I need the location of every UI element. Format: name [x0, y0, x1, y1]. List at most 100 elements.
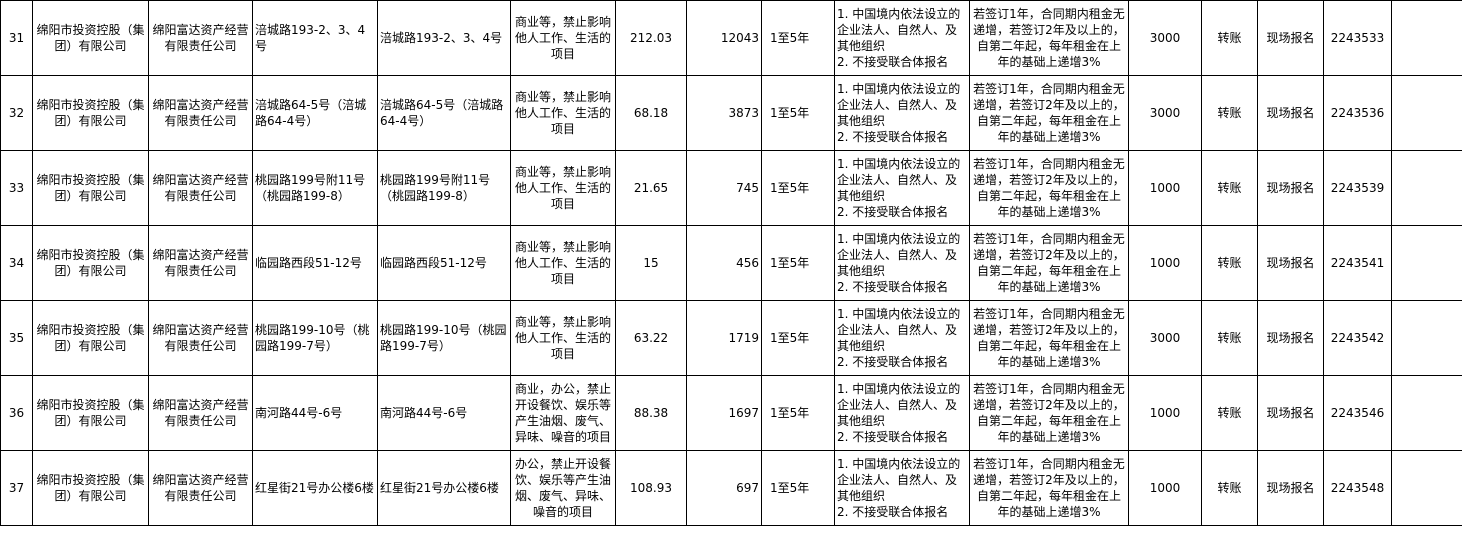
- operator-cell: 绵阳富达资产经营有限责任公司: [148, 300, 253, 376]
- address-cell: 涪城路64-5号（涪城路64-4号）: [252, 75, 378, 151]
- table-row: 36 绵阳市投资控股（集团）有限公司 绵阳富达资产经营有限责任公司 南河路44号-6号…: [0, 375, 1462, 451]
- area-cell: 15: [615, 225, 687, 301]
- location-cell: 涪城路64-5号（涪城路64-4号）: [377, 75, 511, 151]
- usage-cell: 商业等，禁止影响他人工作、生活的项目: [510, 300, 616, 376]
- deposit-cell: 1000: [1128, 225, 1202, 301]
- deposit-cell: 3000: [1128, 75, 1202, 151]
- operator-cell: 绵阳富达资产经营有限责任公司: [148, 450, 253, 526]
- area-cell: 63.22: [615, 300, 687, 376]
- operator-cell: 绵阳富达资产经营有限责任公司: [148, 0, 253, 76]
- signup-method-cell: 现场报名: [1257, 225, 1324, 301]
- address-cell: 涪城路193-2、3、4号: [252, 0, 378, 76]
- location-cell: 桃园路199号附11号（桃园路199-8）: [377, 150, 511, 226]
- area-cell: 88.38: [615, 375, 687, 451]
- owner-cell: 绵阳市投资控股（集团）有限公司: [32, 375, 149, 451]
- term-cell: 1至5年: [761, 0, 835, 76]
- note-cell: [1391, 375, 1462, 451]
- rent-increase-cell: 若签订1年，合同期内租金无递增，若签订2年及以上的，自第二年起，每年租金在上年的…: [969, 75, 1129, 151]
- note-cell: [1391, 150, 1462, 226]
- location-cell: 红星街21号办公楼6楼: [377, 450, 511, 526]
- note-cell: [1391, 450, 1462, 526]
- term-cell: 1至5年: [761, 300, 835, 376]
- requirement-line: 1. 中国境内依法设立的企业法人、自然人、及其他组织: [837, 82, 961, 128]
- operator-cell: 绵阳富达资产经营有限责任公司: [148, 150, 253, 226]
- location-cell: 桃园路199-10号（桃园路199-7号）: [377, 300, 511, 376]
- usage-cell: 商业等，禁止影响他人工作、生活的项目: [510, 75, 616, 151]
- row-number: 33: [0, 150, 33, 226]
- rent-cell: 697: [686, 450, 762, 526]
- payment-method-cell: 转账: [1201, 75, 1258, 151]
- project-code-cell: 2243548: [1323, 450, 1392, 526]
- usage-cell: 商业，办公，禁止开设餐饮、娱乐等产生油烟、废气、异味、噪音的项目: [510, 375, 616, 451]
- requirements-cell: 1. 中国境内依法设立的企业法人、自然人、及其他组织 2. 不接受联合体报名: [834, 225, 970, 301]
- payment-method-cell: 转账: [1201, 150, 1258, 226]
- requirement-line: 2. 不接受联合体报名: [837, 505, 949, 519]
- payment-method-cell: 转账: [1201, 300, 1258, 376]
- project-code-cell: 2243542: [1323, 300, 1392, 376]
- requirement-line: 2. 不接受联合体报名: [837, 355, 949, 369]
- requirements-cell: 1. 中国境内依法设立的企业法人、自然人、及其他组织 2. 不接受联合体报名: [834, 0, 970, 76]
- rent-cell: 12043: [686, 0, 762, 76]
- requirement-line: 2. 不接受联合体报名: [837, 130, 949, 144]
- row-number: 35: [0, 300, 33, 376]
- payment-method-cell: 转账: [1201, 225, 1258, 301]
- term-cell: 1至5年: [761, 450, 835, 526]
- operator-cell: 绵阳富达资产经营有限责任公司: [148, 375, 253, 451]
- area-cell: 212.03: [615, 0, 687, 76]
- rent-cell: 1719: [686, 300, 762, 376]
- requirements-cell: 1. 中国境内依法设立的企业法人、自然人、及其他组织 2. 不接受联合体报名: [834, 75, 970, 151]
- project-code-cell: 2243536: [1323, 75, 1392, 151]
- requirement-line: 1. 中国境内依法设立的企业法人、自然人、及其他组织: [837, 7, 961, 53]
- requirements-cell: 1. 中国境内依法设立的企业法人、自然人、及其他组织 2. 不接受联合体报名: [834, 375, 970, 451]
- rent-cell: 745: [686, 150, 762, 226]
- term-cell: 1至5年: [761, 150, 835, 226]
- term-cell: 1至5年: [761, 375, 835, 451]
- payment-method-cell: 转账: [1201, 375, 1258, 451]
- usage-cell: 办公，禁止开设餐饮、娱乐等产生油烟、废气、异味、噪音的项目: [510, 450, 616, 526]
- requirements-cell: 1. 中国境内依法设立的企业法人、自然人、及其他组织 2. 不接受联合体报名: [834, 150, 970, 226]
- deposit-cell: 1000: [1128, 150, 1202, 226]
- usage-cell: 商业等，禁止影响他人工作、生活的项目: [510, 150, 616, 226]
- project-code-cell: 2243546: [1323, 375, 1392, 451]
- table-row: 32 绵阳市投资控股（集团）有限公司 绵阳富达资产经营有限责任公司 涪城路64-5号（…: [0, 75, 1462, 151]
- note-cell: [1391, 75, 1462, 151]
- usage-cell: 商业等，禁止影响他人工作、生活的项目: [510, 225, 616, 301]
- area-cell: 108.93: [615, 450, 687, 526]
- signup-method-cell: 现场报名: [1257, 375, 1324, 451]
- requirement-line: 2. 不接受联合体报名: [837, 430, 949, 444]
- area-cell: 68.18: [615, 75, 687, 151]
- row-number: 32: [0, 75, 33, 151]
- signup-method-cell: 现场报名: [1257, 150, 1324, 226]
- table-row: 33 绵阳市投资控股（集团）有限公司 绵阳富达资产经营有限责任公司 桃园路199号附1…: [0, 150, 1462, 226]
- row-number: 31: [0, 0, 33, 76]
- signup-method-cell: 现场报名: [1257, 0, 1324, 76]
- requirement-line: 2. 不接受联合体报名: [837, 280, 949, 294]
- operator-cell: 绵阳富达资产经营有限责任公司: [148, 225, 253, 301]
- requirement-line: 1. 中国境内依法设立的企业法人、自然人、及其他组织: [837, 382, 961, 428]
- payment-method-cell: 转账: [1201, 450, 1258, 526]
- project-code-cell: 2243533: [1323, 0, 1392, 76]
- address-cell: 桃园路199-10号（桃园路199-7号）: [252, 300, 378, 376]
- deposit-cell: 1000: [1128, 375, 1202, 451]
- address-cell: 临园路西段51-12号: [252, 225, 378, 301]
- payment-method-cell: 转账: [1201, 0, 1258, 76]
- owner-cell: 绵阳市投资控股（集团）有限公司: [32, 450, 149, 526]
- signup-method-cell: 现场报名: [1257, 75, 1324, 151]
- term-cell: 1至5年: [761, 225, 835, 301]
- row-number: 37: [0, 450, 33, 526]
- owner-cell: 绵阳市投资控股（集团）有限公司: [32, 225, 149, 301]
- requirement-line: 2. 不接受联合体报名: [837, 205, 949, 219]
- table-row: 31 绵阳市投资控股（集团）有限公司 绵阳富达资产经营有限责任公司 涪城路193-2、…: [0, 0, 1462, 76]
- rent-increase-cell: 若签订1年，合同期内租金无递增，若签订2年及以上的，自第二年起，每年租金在上年的…: [969, 225, 1129, 301]
- signup-method-cell: 现场报名: [1257, 450, 1324, 526]
- location-cell: 涪城路193-2、3、4号: [377, 0, 511, 76]
- rent-increase-cell: 若签订1年，合同期内租金无递增，若签订2年及以上的，自第二年起，每年租金在上年的…: [969, 375, 1129, 451]
- address-cell: 南河路44号-6号: [252, 375, 378, 451]
- note-cell: [1391, 225, 1462, 301]
- signup-method-cell: 现场报名: [1257, 300, 1324, 376]
- deposit-cell: 3000: [1128, 0, 1202, 76]
- owner-cell: 绵阳市投资控股（集团）有限公司: [32, 75, 149, 151]
- requirement-line: 2. 不接受联合体报名: [837, 55, 949, 69]
